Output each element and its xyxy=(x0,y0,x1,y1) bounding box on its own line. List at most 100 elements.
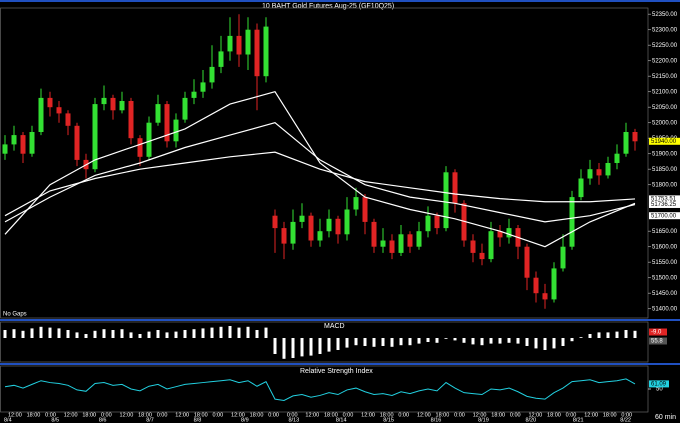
y-tick-label: 52300.00 xyxy=(652,27,678,33)
macd-bar xyxy=(237,327,241,338)
macd-tag-label: 55.8 xyxy=(651,339,663,345)
macd-tag xyxy=(649,328,667,336)
y-tick-label: 51450.00 xyxy=(652,291,678,297)
macd-title: MACD xyxy=(324,323,345,330)
x-time-label: 12:00 xyxy=(231,412,245,418)
macd-bar xyxy=(93,330,97,338)
candle-body xyxy=(281,228,287,244)
macd-bar xyxy=(102,329,106,338)
macd-bar xyxy=(507,338,511,343)
macd-bar xyxy=(597,332,601,338)
price-tag xyxy=(649,200,680,208)
x-date-label: 8/16 xyxy=(431,417,442,423)
macd-bar xyxy=(147,331,151,338)
y-tick-label: 51550.00 xyxy=(652,260,678,266)
price-tag-label: 51700.00 xyxy=(651,213,677,219)
x-time-label: 12:00 xyxy=(528,412,542,418)
candle-body xyxy=(299,215,305,222)
x-time-label: 18:00 xyxy=(138,412,152,418)
candle-body xyxy=(578,178,584,198)
rsi-tick-label: 50 xyxy=(656,387,663,393)
x-date-label: 8/6 xyxy=(99,417,107,423)
candle-body xyxy=(398,234,404,253)
candle-body xyxy=(236,35,242,55)
x-time-label: 0:00 xyxy=(212,412,223,418)
x-time-label: 0:00 xyxy=(157,412,168,418)
candle-body xyxy=(119,101,125,111)
macd-bar xyxy=(615,331,619,338)
x-time-label: 18:00 xyxy=(250,412,264,418)
candle-body xyxy=(227,35,233,52)
x-time-label: 12:00 xyxy=(120,412,134,418)
candle-body xyxy=(254,29,260,77)
y-tick-label: 52350.00 xyxy=(652,12,678,18)
x-time-label: 18:00 xyxy=(82,412,96,418)
x-time-label: 18:00 xyxy=(324,412,338,418)
macd-tag xyxy=(649,337,667,345)
macd-bar xyxy=(408,338,412,346)
x-time-label: 18:00 xyxy=(603,412,617,418)
x-date-label: 8/20 xyxy=(525,417,536,423)
x-date-label: 8/15 xyxy=(383,417,394,423)
y-tick-label: 51850.00 xyxy=(652,167,678,173)
y-tick-label: 51600.00 xyxy=(652,244,678,250)
candle-body xyxy=(560,246,566,269)
candle-body xyxy=(524,246,530,278)
x-date-label: 8/9 xyxy=(241,417,249,423)
macd-bar xyxy=(21,330,25,338)
x-time-label: 12:00 xyxy=(8,412,22,418)
candle-body xyxy=(290,221,296,244)
candle-body xyxy=(164,104,170,142)
x-time-label: 18:00 xyxy=(491,412,505,418)
panel-frame xyxy=(0,321,649,363)
x-time-label: 0:00 xyxy=(566,412,577,418)
x-time-label: 18:00 xyxy=(380,412,394,418)
candle-body xyxy=(155,104,161,123)
rsi-tag xyxy=(649,380,669,388)
y-tick-label: 52050.00 xyxy=(652,105,678,111)
macd-bar xyxy=(30,328,34,338)
candle-body xyxy=(353,197,359,210)
macd-bar xyxy=(633,330,637,338)
y-tick-label: 52100.00 xyxy=(652,89,678,95)
candle-body xyxy=(38,97,44,132)
macd-bar xyxy=(561,338,565,346)
macd-bar xyxy=(552,338,556,349)
macd-bar xyxy=(300,338,304,357)
candle-body xyxy=(380,240,386,247)
x-time-label: 0:00 xyxy=(45,412,56,418)
candle-body xyxy=(92,104,98,170)
macd-bar xyxy=(363,338,367,346)
macd-bar xyxy=(57,328,61,338)
y-tick-label: 52150.00 xyxy=(652,74,678,80)
candle-body xyxy=(497,231,503,238)
x-time-label: 0:00 xyxy=(621,412,632,418)
macd-bar xyxy=(273,338,277,354)
chart-title: 10 BAHT Gold Futures Aug-25 (GF10Q25) xyxy=(262,3,394,10)
x-date-label: 8/19 xyxy=(478,417,489,423)
candle-body xyxy=(65,113,71,126)
macd-bar xyxy=(129,332,133,338)
candle-body xyxy=(344,209,350,235)
price-tag xyxy=(649,137,680,145)
candle-body xyxy=(11,135,17,145)
x-time-label: 12:00 xyxy=(305,412,319,418)
candle-body xyxy=(434,215,440,229)
macd-tag-label: -9.0 xyxy=(651,330,662,336)
macd-bar xyxy=(624,330,628,338)
y-tick-label: 51800.00 xyxy=(652,182,678,188)
candle-body xyxy=(56,107,62,114)
y-tick-label: 51400.00 xyxy=(652,306,678,312)
y-tick-label: 52250.00 xyxy=(652,43,678,49)
price-tag-label: 51736.25 xyxy=(651,202,677,208)
candle-body xyxy=(308,215,314,241)
y-tick-label: 52200.00 xyxy=(652,58,678,64)
x-date-label: 8/7 xyxy=(146,417,154,423)
x-time-label: 12:00 xyxy=(64,412,78,418)
x-time-label: 18:00 xyxy=(547,412,561,418)
candle-body xyxy=(146,122,152,157)
candle-body xyxy=(128,101,134,139)
candle-body xyxy=(533,277,539,294)
candle-body xyxy=(470,240,476,253)
